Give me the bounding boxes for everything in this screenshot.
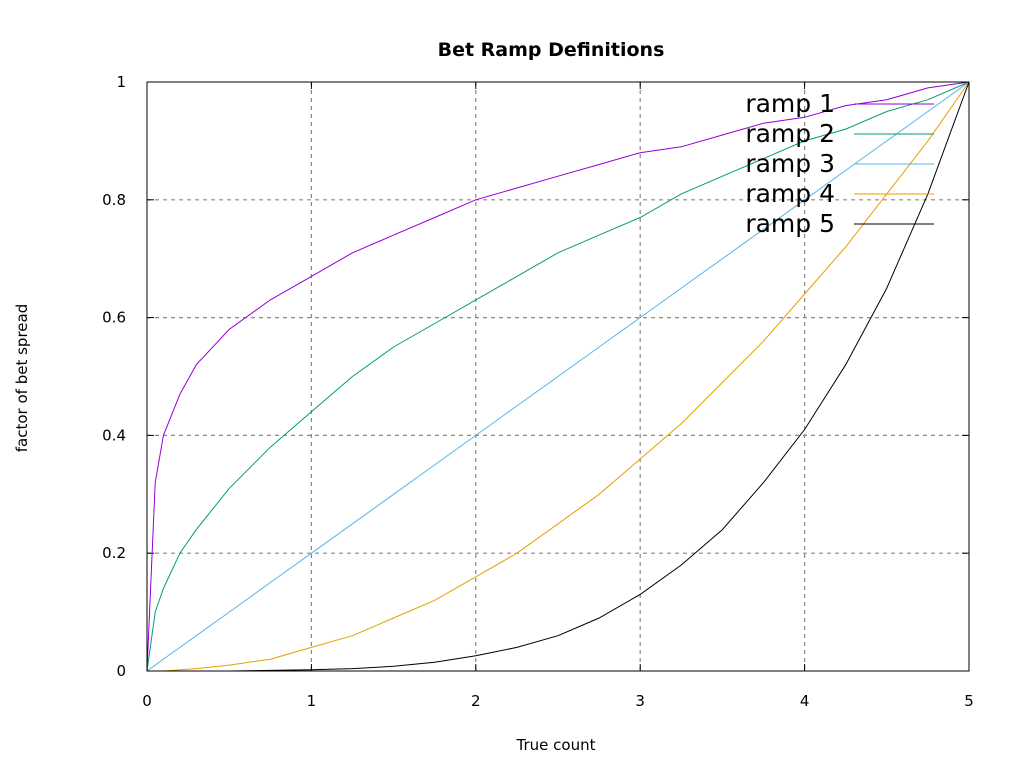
- legend-label-ramp-4: ramp 4: [745, 179, 835, 208]
- series-line-ramp-3: [146, 81, 970, 672]
- plot-frame: [146, 81, 970, 672]
- legend-label-ramp-1: ramp 1: [745, 89, 835, 118]
- y-tick-label: 0: [116, 662, 126, 680]
- x-tick-label: 5: [964, 692, 974, 710]
- y-tick-label: 0.6: [102, 309, 126, 327]
- y-tick-label: 1: [116, 73, 126, 91]
- y-tick-label: 0.2: [102, 544, 126, 562]
- x-tick-label: 2: [471, 692, 481, 710]
- grid: [147, 82, 969, 671]
- series-line-ramp-1: [146, 81, 970, 672]
- x-tick-label: 4: [800, 692, 810, 710]
- legend-label-ramp-3: ramp 3: [745, 149, 835, 178]
- legend-label-ramp-2: ramp 2: [745, 119, 835, 148]
- y-axis-label: factor of bet spread: [13, 304, 31, 452]
- x-tick-label: 1: [307, 692, 317, 710]
- y-tick-label: 0.8: [102, 191, 126, 209]
- chart-title: Bet Ramp Definitions: [438, 39, 665, 61]
- legend-label-ramp-5: ramp 5: [745, 209, 835, 238]
- x-tick-label: 3: [635, 692, 645, 710]
- y-tick-label: 0.4: [102, 426, 126, 444]
- x-tick-label: 0: [142, 692, 152, 710]
- x-axis-label: True count: [516, 736, 596, 754]
- axis-ticks: 0 1 2 3 4 5 0 0.2 0.4 0.6 0.8 1: [102, 73, 974, 710]
- series-line-ramp-4: [147, 81, 970, 672]
- series-line-ramp-2: [146, 81, 970, 672]
